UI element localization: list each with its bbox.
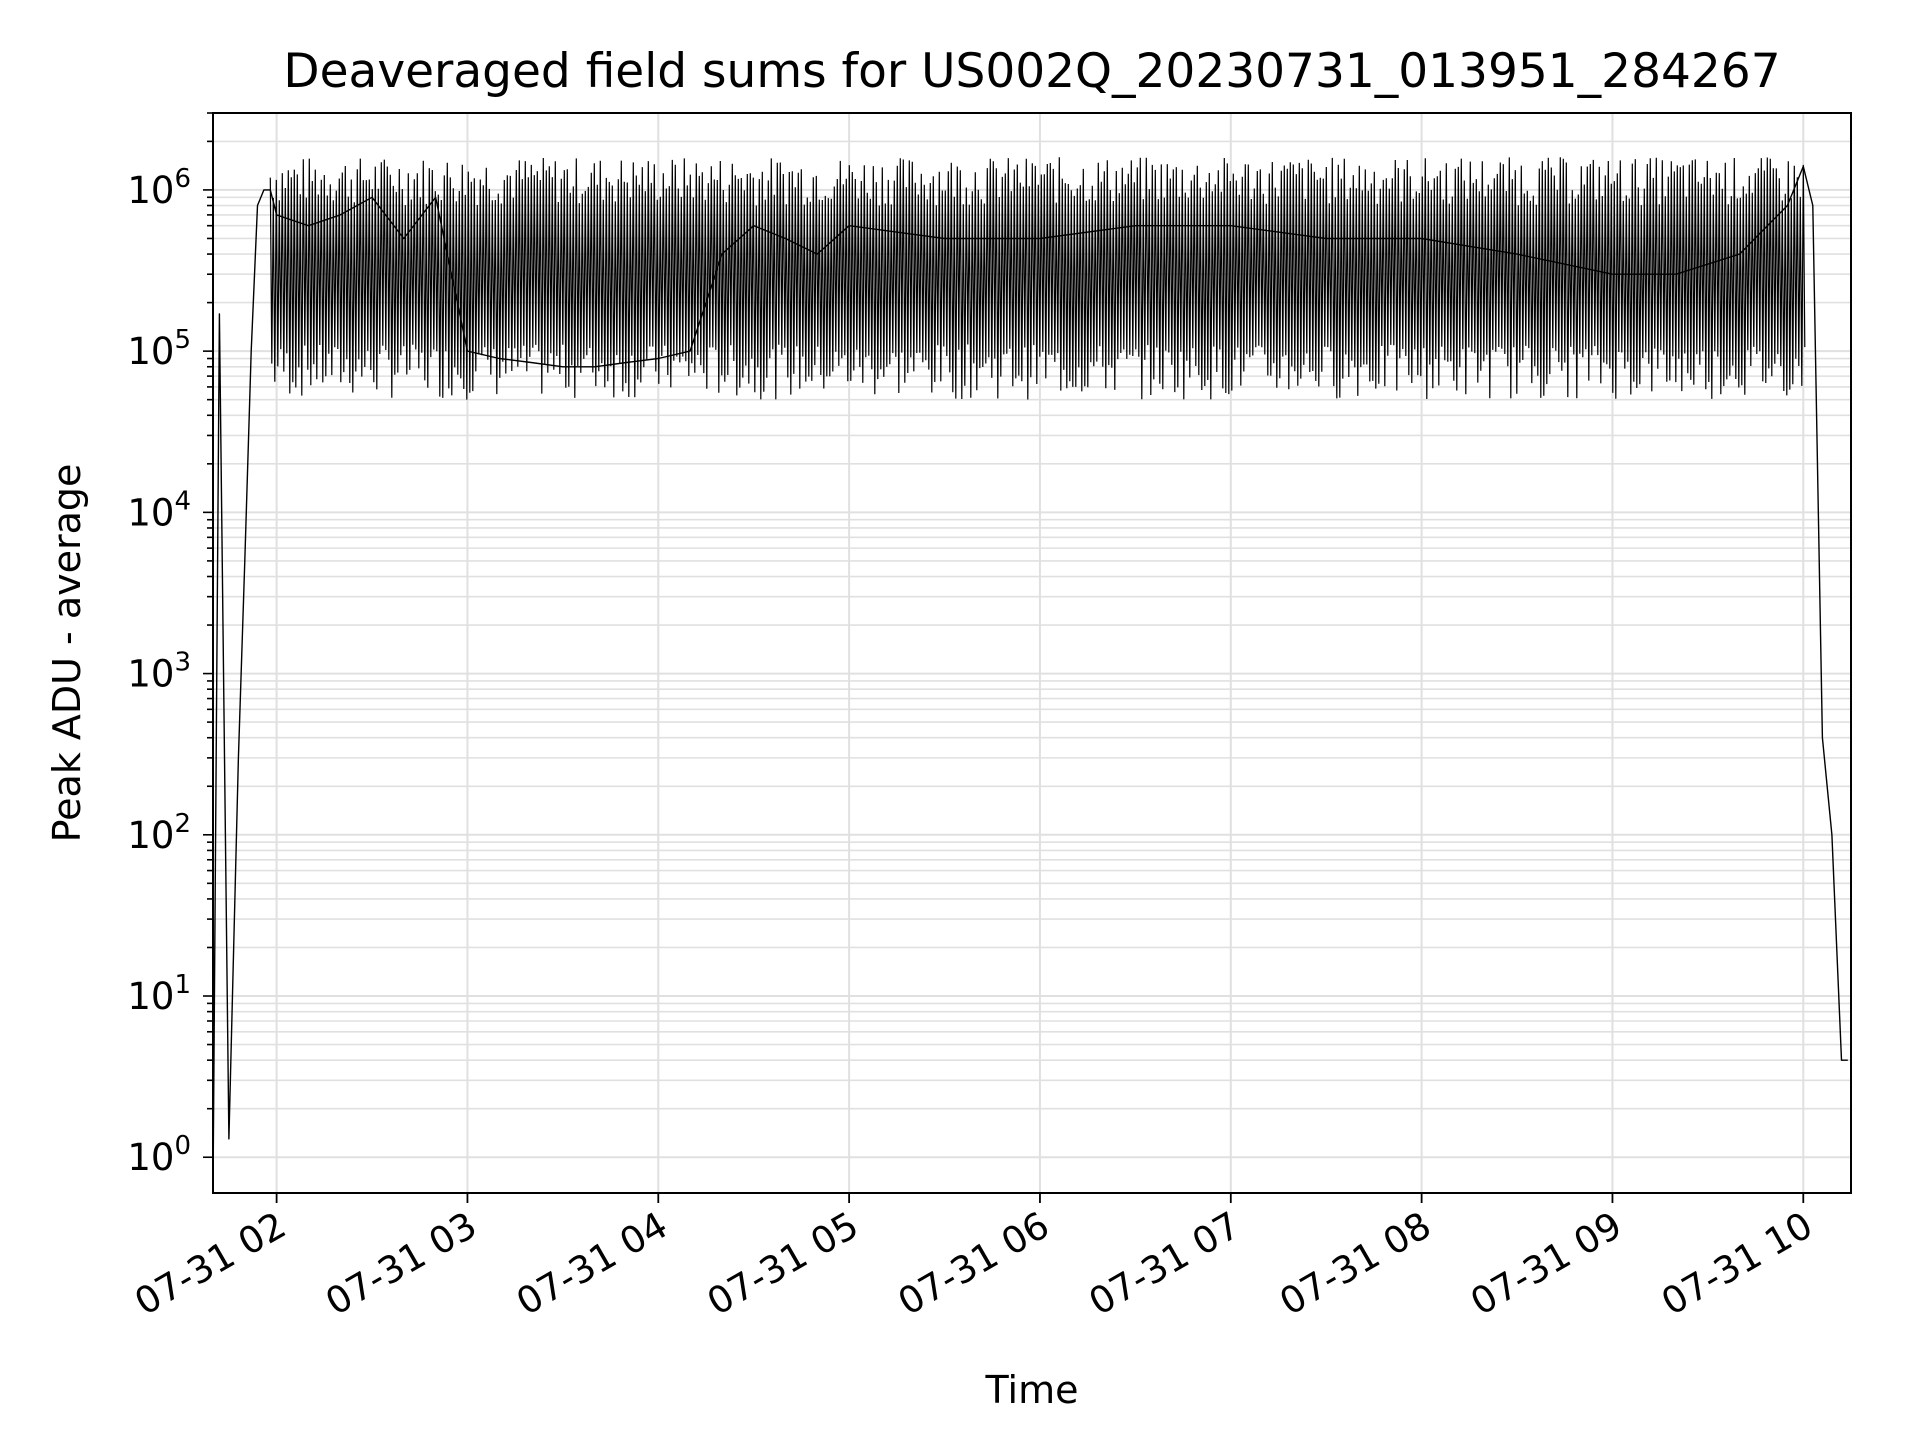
y-tick-exponent: 5 — [174, 325, 191, 355]
y-tick-exponent: 1 — [174, 970, 191, 1000]
y-tick-exponent: 3 — [174, 648, 191, 678]
y-tick-exponent: 4 — [174, 486, 191, 516]
y-tick-base: 10 — [127, 330, 174, 373]
y-tick-label: 103 — [127, 648, 191, 696]
y-tick-label: 106 — [127, 164, 191, 212]
y-tick-label: 105 — [127, 325, 191, 373]
y-axis-label: Peak ADU - average — [45, 464, 89, 843]
y-tick-base: 10 — [127, 653, 174, 696]
y-tick-label: 104 — [127, 486, 191, 534]
y-tick-base: 10 — [127, 975, 174, 1018]
y-tick-label: 102 — [127, 809, 191, 857]
y-tick-base: 10 — [127, 1136, 174, 1179]
y-tick-label: 101 — [127, 970, 191, 1018]
y-tick-label: 100 — [127, 1131, 191, 1179]
x-axis-label: Time — [985, 1368, 1079, 1412]
y-tick-base: 10 — [127, 169, 174, 212]
y-tick-base: 10 — [127, 491, 174, 534]
y-tick-base: 10 — [127, 814, 174, 857]
series-oscillation — [269, 157, 1806, 400]
data-layer — [212, 157, 1848, 1194]
y-tick-exponent: 0 — [174, 1131, 191, 1161]
chart-title: Deaveraged field sums for US002Q_2023073… — [283, 44, 1780, 99]
plot-frame — [212, 112, 1852, 1194]
y-tick-exponent: 2 — [174, 809, 191, 839]
y-tick-exponent: 6 — [174, 164, 191, 194]
